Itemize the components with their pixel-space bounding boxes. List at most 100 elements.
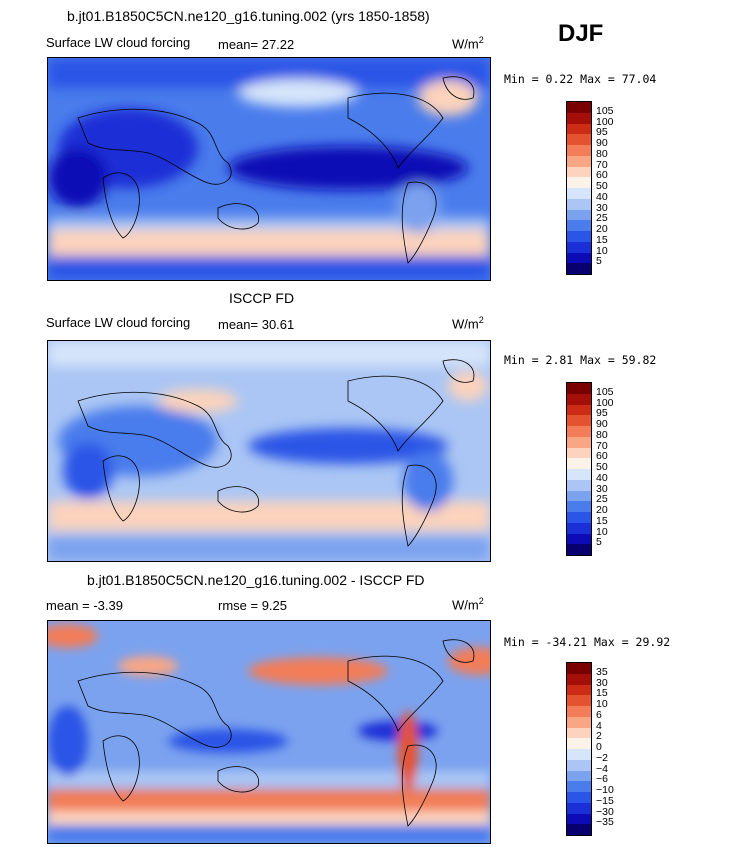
panel2-map-svg — [48, 341, 490, 561]
colorbar-label: −2 — [596, 751, 608, 764]
panel2-variable: Surface LW cloud forcing — [46, 315, 191, 330]
panel1-units: W/m2 — [452, 35, 484, 52]
colorbar-swatch — [567, 166, 591, 178]
colorbar-swatch — [567, 112, 591, 124]
colorbar-label: 60 — [596, 450, 608, 463]
colorbar-label: 10 — [596, 698, 608, 710]
colorbar-swatch — [567, 447, 591, 459]
colorbar-swatch — [567, 134, 591, 145]
colorbar-swatch — [567, 188, 591, 199]
colorbar-swatch — [567, 544, 591, 555]
panel2-map — [47, 340, 491, 562]
colorbar-swatch — [567, 469, 591, 480]
colorbar-label: −6 — [596, 773, 608, 786]
colorbar-swatch — [567, 727, 591, 739]
colorbar-label: 15 — [596, 514, 608, 527]
colorbar-label: −10 — [596, 784, 614, 796]
colorbar-label: 95 — [596, 126, 608, 139]
colorbar-swatch — [567, 155, 591, 167]
colorbar-swatch — [567, 458, 591, 469]
colorbar-label: 80 — [596, 147, 608, 160]
colorbar-label: −15 — [596, 794, 614, 807]
colorbar-label: 10 — [596, 244, 608, 257]
colorbar-swatch — [567, 479, 591, 491]
colorbar-swatch — [567, 512, 591, 523]
colorbar-swatch — [567, 781, 591, 792]
colorbar-label: 80 — [596, 428, 608, 441]
panel1-range: Min = 0.22 Max = 77.04 — [504, 72, 657, 86]
colorbar-label: 40 — [596, 471, 608, 484]
colorbar-label: 15 — [596, 233, 608, 246]
panel2-colorbar — [566, 382, 592, 556]
colorbar-swatch — [567, 490, 591, 502]
colorbar-swatch — [567, 749, 591, 760]
colorbar-swatch — [567, 716, 591, 728]
panel1-map — [47, 57, 491, 281]
colorbar-swatch — [567, 241, 591, 253]
panel2-range: Min = 2.81 Max = 59.82 — [504, 353, 657, 367]
panel2-title: ISCCP FD — [229, 290, 295, 306]
colorbar-label: 100 — [596, 396, 614, 409]
colorbar-swatch — [567, 383, 591, 394]
colorbar-label: 90 — [596, 137, 608, 149]
colorbar-label: 10 — [596, 525, 608, 538]
panel3-rmse: rmse = 9.25 — [218, 598, 288, 613]
colorbar-swatch — [567, 177, 591, 188]
colorbar-swatch — [567, 501, 591, 512]
colorbar-swatch — [567, 426, 591, 437]
colorbar-label: 30 — [596, 201, 608, 214]
panel3-map-svg — [48, 621, 490, 843]
colorbar-label: 70 — [596, 158, 608, 171]
colorbar-swatch — [567, 393, 591, 405]
colorbar-swatch — [567, 220, 591, 231]
colorbar-swatch — [567, 198, 591, 210]
colorbar-label: 4 — [596, 719, 602, 732]
colorbar-swatch — [567, 802, 591, 814]
colorbar-swatch — [567, 673, 591, 685]
panel3-coastlines — [77, 639, 475, 827]
colorbar-label: 40 — [596, 190, 608, 203]
colorbar-label: 95 — [596, 407, 608, 420]
colorbar-label: 25 — [596, 493, 608, 506]
colorbar-swatch — [567, 684, 591, 696]
panel3-range: Min = -34.21 Max = 29.92 — [504, 635, 671, 649]
colorbar-label: 50 — [596, 180, 608, 192]
panel1-title: b.jt01.B1850C5CN.ne120_g16.tuning.002 (y… — [67, 8, 430, 24]
colorbar-label: 5 — [596, 255, 602, 268]
panel2-units: W/m2 — [452, 315, 484, 332]
colorbar-label: 20 — [596, 504, 608, 516]
colorbar-label: 6 — [596, 708, 602, 721]
colorbar-swatch — [567, 123, 591, 135]
season-label: DJF — [558, 20, 604, 47]
colorbar-swatch — [567, 145, 591, 156]
colorbar-label: 0 — [596, 741, 602, 753]
colorbar-label: −35 — [596, 816, 614, 829]
colorbar-swatch — [567, 824, 591, 835]
colorbar-label: 5 — [596, 536, 602, 549]
colorbar-label: −4 — [596, 762, 608, 775]
colorbar-swatch — [567, 533, 591, 545]
colorbar-swatch — [567, 706, 591, 717]
panel3-map — [47, 620, 491, 844]
colorbar-swatch — [567, 263, 591, 274]
colorbar-swatch — [567, 770, 591, 782]
panel1-colorbar — [566, 101, 592, 275]
panel3-title: b.jt01.B1850C5CN.ne120_g16.tuning.002 - … — [87, 572, 425, 588]
colorbar-label: 2 — [596, 730, 602, 743]
colorbar-swatch — [567, 792, 591, 803]
colorbar-label: 25 — [596, 212, 608, 225]
panel1-variable: Surface LW cloud forcing — [46, 35, 191, 50]
panel1-coastlines — [77, 76, 475, 264]
colorbar-label: 70 — [596, 439, 608, 452]
panel3-mean: mean = -3.39 — [46, 598, 123, 613]
panel2-mean: mean= 30.61 — [218, 317, 295, 332]
colorbar-label: 35 — [596, 665, 608, 678]
colorbar-swatch — [567, 663, 591, 674]
colorbar-swatch — [567, 231, 591, 242]
panel3-colorbar — [566, 662, 592, 836]
colorbar-label: 50 — [596, 461, 608, 473]
colorbar-swatch — [567, 415, 591, 426]
colorbar-swatch — [567, 695, 591, 706]
colorbar-swatch — [567, 738, 591, 749]
colorbar-swatch — [567, 209, 591, 221]
